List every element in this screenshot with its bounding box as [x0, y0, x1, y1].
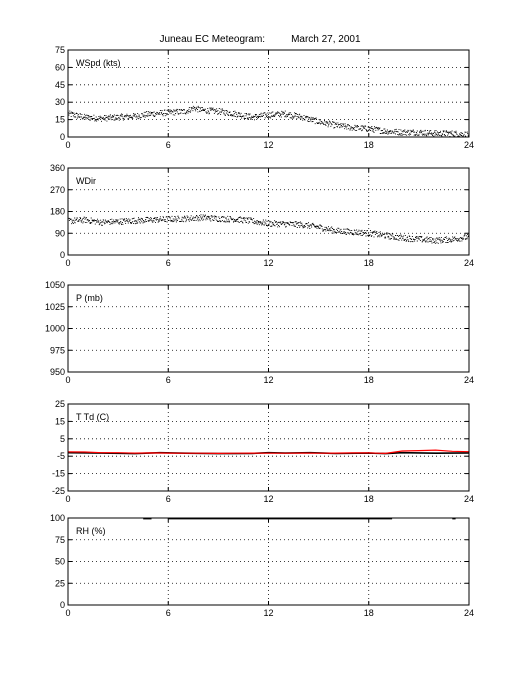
panel-label: P (mb): [76, 293, 103, 303]
x-tick-label: 0: [65, 140, 70, 150]
y-tick-label: 30: [55, 97, 65, 107]
x-tick-label: 24: [464, 608, 474, 618]
plot-area: [68, 214, 469, 244]
panel-pressure: 0 6 12 18 24 950 975 1000 1025 1050 P (mb): [45, 280, 474, 385]
x-tick-label: 12: [263, 375, 273, 385]
y-tick-label: 1000: [45, 324, 65, 334]
y-tick-label: 360: [50, 163, 65, 173]
y-tick-label: 0: [60, 132, 65, 142]
data-points-wind-speed: [68, 105, 469, 137]
x-tick-label: 6: [166, 494, 171, 504]
y-tick-label: 60: [55, 62, 65, 72]
y-tick-label: 25: [55, 399, 65, 409]
panel-label: RH (%): [76, 526, 106, 536]
y-tick-label: 25: [55, 578, 65, 588]
x-tick-label: 18: [364, 258, 374, 268]
data-points-wind-direction: [68, 214, 469, 244]
x-tick-label: 12: [263, 494, 273, 504]
x-tick-label: 12: [263, 140, 273, 150]
panel-relative-humidity: 0 6 12 18 24 0 25 50 75 100 RH (%): [50, 513, 474, 618]
y-tick-label: -25: [52, 486, 65, 496]
y-tick-label: 45: [55, 80, 65, 90]
figure-title: Juneau EC Meteogram: March 27, 2001: [0, 34, 520, 45]
axes-box: [67, 403, 470, 492]
title-station: Juneau EC Meteogram:: [159, 34, 266, 45]
panel-wind-direction: 0 6 12 18 24 0 90 180 270 360 WDir: [50, 163, 474, 268]
title-date: March 27, 2001: [291, 34, 361, 45]
y-tick-label: 1050: [45, 280, 65, 290]
x-tick-label: 0: [65, 375, 70, 385]
y-tick-label: 180: [50, 207, 65, 217]
x-tick-label: 18: [364, 375, 374, 385]
y-tick-label: 0: [60, 250, 65, 260]
x-tick-label: 0: [65, 258, 70, 268]
x-tick-label: 0: [65, 494, 70, 504]
y-tick-label: 1025: [45, 302, 65, 312]
x-tick-label: 18: [364, 608, 374, 618]
data-line-red: [68, 449, 469, 455]
x-tick-label: 24: [464, 140, 474, 150]
panel-label: WSpd (kts): [76, 58, 121, 68]
y-tick-label: 90: [55, 228, 65, 238]
x-tick-label: 6: [166, 608, 171, 618]
x-tick-label: 24: [464, 258, 474, 268]
x-tick-label: 18: [364, 140, 374, 150]
y-tick-label: 75: [55, 535, 65, 545]
y-tick-label: 15: [55, 115, 65, 125]
x-tick-label: 24: [464, 494, 474, 504]
y-tick-label: 15: [55, 416, 65, 426]
x-tick-label: 6: [166, 258, 171, 268]
panel-label: T Td (C): [76, 412, 109, 422]
y-tick-label: 75: [55, 45, 65, 55]
y-tick-label: -15: [52, 469, 65, 479]
x-tick-label: 24: [464, 375, 474, 385]
y-tick-label: 270: [50, 185, 65, 195]
x-tick-label: 18: [364, 494, 374, 504]
y-tick-label: 100: [50, 513, 65, 523]
x-tick-label: 6: [166, 140, 171, 150]
panel-temperature-dewpoint: 0 6 12 18 24 -25 -15 -5 5 15 25 T Td (C): [52, 399, 474, 504]
y-tick-label: 975: [50, 345, 65, 355]
plot-area: [68, 449, 469, 455]
y-tick-label: 50: [55, 557, 65, 567]
x-tick-label: 12: [263, 258, 273, 268]
panel-wind-speed: 0 6 12 18 24 0 15 30 45 60 75 WSpd (kts): [55, 45, 474, 150]
panel-label: WDir: [76, 176, 96, 186]
plot-area: [68, 105, 469, 137]
x-tick-label: 12: [263, 608, 273, 618]
y-tick-label: 5: [60, 434, 65, 444]
y-tick-label: 950: [50, 367, 65, 377]
x-tick-label: 6: [166, 375, 171, 385]
y-tick-label: 0: [60, 600, 65, 610]
y-tick-label: -5: [57, 451, 65, 461]
axes-box: [67, 49, 470, 138]
x-tick-label: 0: [65, 608, 70, 618]
